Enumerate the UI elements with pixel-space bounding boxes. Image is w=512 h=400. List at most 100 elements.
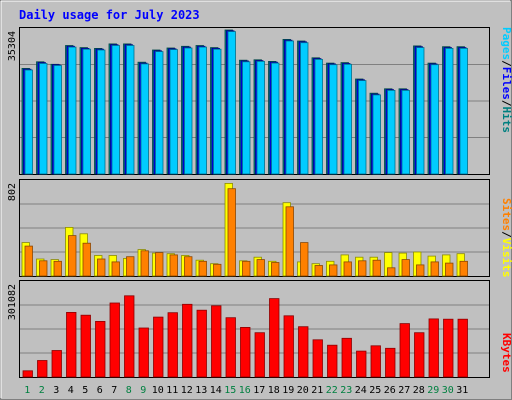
x-tick-label-day-27: 27 xyxy=(398,385,410,396)
bar-kbytes-day-16 xyxy=(240,326,251,378)
x-tick-label-day-18: 18 xyxy=(268,385,280,396)
bar-sites-day-19 xyxy=(285,206,294,277)
bar-sites-day-23 xyxy=(343,261,352,277)
bar-pages-day-9 xyxy=(140,63,149,175)
bar-kbytes-day-27 xyxy=(399,323,410,378)
bar-sites-day-2 xyxy=(39,260,48,277)
x-tick-label-day-23: 23 xyxy=(340,385,352,396)
bar-kbytes-day-10 xyxy=(153,316,164,378)
legend-files: Files xyxy=(500,67,512,100)
bar-kbytes-day-30 xyxy=(443,318,454,378)
bar-kbytes-day-4 xyxy=(66,311,77,378)
bar-pages-day-22 xyxy=(329,64,338,175)
panel3-ymax-label: 301082 xyxy=(7,284,18,320)
x-tick-label-day-13: 13 xyxy=(195,385,207,396)
bar-pages-day-25 xyxy=(372,94,381,175)
bar-kbytes-day-20 xyxy=(298,326,309,378)
bar-pages-day-11 xyxy=(169,49,178,175)
bar-sites-day-20 xyxy=(300,242,309,277)
legend-hits-files-pages: Pages/Files/Hits xyxy=(500,27,512,133)
legend-hits: Hits xyxy=(500,107,512,134)
x-tick-label-day-30: 30 xyxy=(442,385,454,396)
bar-sites-day-27 xyxy=(401,259,410,277)
bar-sites-day-5 xyxy=(82,242,91,277)
bar-pages-day-14 xyxy=(213,48,222,175)
bar-sites-day-28 xyxy=(416,264,425,277)
x-tick-label-day-20: 20 xyxy=(297,385,309,396)
bar-sites-day-30 xyxy=(445,262,454,277)
bar-kbytes-day-19 xyxy=(283,315,294,378)
bar-pages-day-7 xyxy=(111,45,120,175)
bar-pages-day-1 xyxy=(24,69,33,175)
bar-kbytes-day-21 xyxy=(312,339,323,378)
bar-pages-day-31 xyxy=(459,48,468,175)
bar-pages-day-8 xyxy=(126,45,135,175)
bar-pages-day-30 xyxy=(445,48,454,175)
x-tick-label-day-4: 4 xyxy=(68,385,74,396)
bar-kbytes-day-17 xyxy=(254,332,265,378)
bar-sites-day-18 xyxy=(271,262,280,277)
bar-kbytes-day-1 xyxy=(22,370,33,378)
bar-sites-day-22 xyxy=(329,264,338,277)
bar-sites-day-21 xyxy=(314,265,323,277)
bar-sites-day-1 xyxy=(24,245,33,277)
bar-sites-day-16 xyxy=(242,260,251,277)
bar-kbytes-day-22 xyxy=(327,344,338,378)
bar-sites-day-12 xyxy=(184,256,193,277)
x-tick-label-day-1: 1 xyxy=(24,385,30,396)
x-tick-label-day-8: 8 xyxy=(126,385,132,396)
x-tick-label-day-21: 21 xyxy=(311,385,323,396)
bar-kbytes-day-2 xyxy=(37,360,48,378)
legend-sites: Sites xyxy=(500,198,512,231)
x-tick-label-day-19: 19 xyxy=(282,385,294,396)
x-tick-label-day-3: 3 xyxy=(53,385,59,396)
bar-pages-day-6 xyxy=(97,49,106,175)
bar-pages-day-10 xyxy=(155,51,164,175)
panel2-ymax-label: 802 xyxy=(7,183,18,201)
bar-sites-day-9 xyxy=(140,250,149,277)
bar-sites-day-6 xyxy=(97,258,106,277)
legend-sep-3: / xyxy=(500,231,512,238)
x-tick-label-day-10: 10 xyxy=(152,385,164,396)
bar-sites-day-24 xyxy=(358,260,367,277)
x-tick-label-day-5: 5 xyxy=(82,385,88,396)
x-tick-label-day-15: 15 xyxy=(224,385,236,396)
bar-kbytes-day-12 xyxy=(182,303,193,378)
bar-pages-day-19 xyxy=(285,40,294,175)
chart-title: Daily usage for July 2023 xyxy=(19,8,200,22)
bar-kbytes-day-18 xyxy=(269,298,280,378)
bar-pages-day-23 xyxy=(343,63,352,175)
x-tick-label-day-24: 24 xyxy=(355,385,367,396)
x-tick-label-day-11: 11 xyxy=(166,385,178,396)
bar-pages-day-20 xyxy=(300,42,309,175)
x-tick-label-day-22: 22 xyxy=(326,385,338,396)
bar-kbytes-day-13 xyxy=(196,309,207,378)
panel1-ymax-label: 35304 xyxy=(7,31,18,61)
bar-kbytes-day-3 xyxy=(51,350,62,378)
bar-pages-day-16 xyxy=(242,61,251,175)
bar-pages-day-18 xyxy=(271,62,280,175)
bar-sites-day-29 xyxy=(430,261,439,277)
bar-pages-day-27 xyxy=(401,90,410,175)
x-tick-label-day-7: 7 xyxy=(111,385,117,396)
bar-pages-day-24 xyxy=(358,80,367,175)
bar-pages-day-3 xyxy=(53,65,62,175)
bar-sites-day-10 xyxy=(155,252,164,277)
legend-kbytes: KBytes xyxy=(500,333,512,373)
bar-sites-day-31 xyxy=(459,260,468,277)
x-tick-label-day-2: 2 xyxy=(39,385,45,396)
bar-pages-day-21 xyxy=(314,59,323,175)
bar-sites-day-14 xyxy=(213,263,222,277)
bar-kbytes-day-28 xyxy=(414,332,425,378)
bar-sites-day-4 xyxy=(68,235,77,277)
bar-sites-day-15 xyxy=(227,188,236,277)
x-tick-label-day-16: 16 xyxy=(239,385,251,396)
bar-sites-day-3 xyxy=(53,260,62,277)
bar-pages-day-4 xyxy=(68,46,77,175)
bar-pages-day-15 xyxy=(227,31,236,175)
bar-kbytes-day-9 xyxy=(138,327,149,378)
bar-pages-day-29 xyxy=(430,64,439,175)
bar-pages-day-28 xyxy=(416,47,425,175)
bar-pages-day-13 xyxy=(198,46,207,175)
